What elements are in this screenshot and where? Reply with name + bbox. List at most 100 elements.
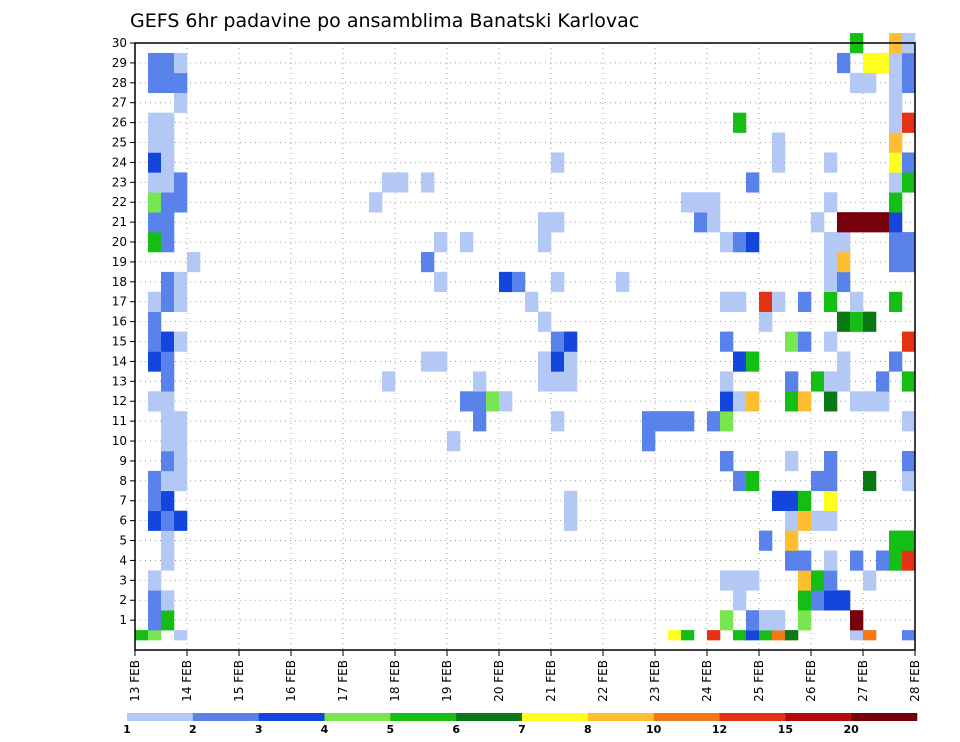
heatmap-cell xyxy=(161,490,175,511)
heatmap-cell xyxy=(564,351,578,372)
heatmap-cell xyxy=(473,391,487,412)
heatmap-cell xyxy=(161,470,175,492)
legend-swatch xyxy=(324,713,391,721)
heatmap-cell xyxy=(161,232,175,253)
heatmap-cell xyxy=(668,411,682,432)
heatmap-cell xyxy=(447,431,461,452)
heatmap-cell xyxy=(161,590,175,611)
heatmap-cell xyxy=(889,212,903,233)
heatmap-cell xyxy=(889,251,903,273)
heatmap-cell xyxy=(174,431,188,452)
heatmap-cell xyxy=(811,371,825,392)
heatmap-cell xyxy=(460,391,474,412)
legend-swatch xyxy=(653,713,720,721)
heatmap-cell xyxy=(824,590,838,611)
heatmap-cell xyxy=(837,52,851,74)
heatmap-cell xyxy=(564,371,578,392)
heatmap-cell xyxy=(551,271,565,293)
legend-swatch xyxy=(456,713,523,721)
heatmap-cell xyxy=(837,590,851,611)
heatmap-cell xyxy=(161,192,175,213)
heatmap-cell xyxy=(811,590,825,611)
heatmap-cell xyxy=(850,291,864,312)
heatmap-cell xyxy=(889,192,903,213)
heatmap-cell xyxy=(174,172,188,193)
heatmap-cell xyxy=(395,172,409,193)
heatmap-cell xyxy=(889,550,903,571)
heatmap-cell xyxy=(902,172,916,193)
heatmap-cell xyxy=(902,550,916,571)
heatmap-cell xyxy=(551,212,565,233)
heatmap-cell xyxy=(161,112,175,133)
heatmap-cell xyxy=(863,391,877,412)
x-tick-label: 17 FEB xyxy=(336,660,350,702)
heatmap-cell xyxy=(161,510,175,531)
x-tick-label: 28 FEB xyxy=(908,660,922,702)
heatmap-cell xyxy=(148,72,162,94)
y-tick-label: 6 xyxy=(119,514,127,528)
heatmap-cell xyxy=(148,490,162,511)
heatmap-cell xyxy=(759,630,773,641)
heatmap-cell xyxy=(733,570,747,591)
heatmap-cell xyxy=(863,570,877,591)
heatmap-cell xyxy=(902,411,916,432)
heatmap-cell xyxy=(889,291,903,312)
grid-lines xyxy=(135,42,915,650)
heatmap-cell xyxy=(772,291,786,312)
y-tick-label: 19 xyxy=(112,255,127,269)
y-tick-label: 9 xyxy=(119,454,127,468)
heatmap-cell xyxy=(889,112,903,133)
heatmap-cell xyxy=(694,192,708,213)
heatmap-cell xyxy=(174,470,188,492)
heatmap-cell xyxy=(902,251,916,273)
heatmap-cell xyxy=(460,232,474,253)
heatmap-cell xyxy=(889,52,903,74)
heatmap-cell xyxy=(837,212,851,233)
y-tick-label: 14 xyxy=(112,354,127,368)
heatmap-cell xyxy=(837,251,851,273)
heatmap-cell xyxy=(720,391,734,412)
heatmap-cell xyxy=(850,630,864,641)
heatmap-cell xyxy=(798,550,812,571)
heatmap-cell xyxy=(148,132,162,153)
plot-frame xyxy=(134,42,916,651)
y-tick-label: 24 xyxy=(112,155,127,169)
heatmap-cell xyxy=(174,510,188,531)
y-tick-label: 15 xyxy=(112,335,127,349)
heatmap-cell xyxy=(161,271,175,293)
legend-label: 6 xyxy=(452,723,460,736)
heatmap-cell xyxy=(473,411,487,432)
legend-label: 12 xyxy=(712,723,727,736)
heatmap-cell xyxy=(876,371,890,392)
heatmap-cell xyxy=(863,72,877,94)
heatmap-cell xyxy=(772,132,786,153)
heatmap-cell xyxy=(824,470,838,492)
heatmap-cell xyxy=(655,411,669,432)
y-tick-label: 28 xyxy=(112,76,127,90)
x-tick-label: 14 FEB xyxy=(180,660,194,702)
heatmap-cell xyxy=(174,192,188,213)
heatmap-cell xyxy=(382,172,396,193)
heatmap-cell xyxy=(889,530,903,551)
heatmap-cell xyxy=(902,112,916,133)
heatmap-cell xyxy=(720,570,734,591)
y-axis: 1234567891011121314151617181920212223242… xyxy=(112,36,135,627)
heatmap-cell xyxy=(720,291,734,312)
heatmap-cell xyxy=(837,232,851,253)
heatmap-cell xyxy=(148,192,162,213)
legend-swatch xyxy=(522,713,589,721)
heatmap-cell xyxy=(148,630,162,641)
heatmap-cell xyxy=(161,411,175,432)
heatmap-cell xyxy=(850,311,864,332)
heatmap-cell xyxy=(174,450,188,472)
x-tick-label: 24 FEB xyxy=(700,660,714,702)
x-tick-label: 15 FEB xyxy=(232,660,246,702)
heatmap-cell xyxy=(759,311,773,332)
heatmap-cell xyxy=(148,590,162,611)
heatmap-cell xyxy=(512,271,526,293)
y-tick-label: 12 xyxy=(112,394,127,408)
y-tick-label: 18 xyxy=(112,275,127,289)
heatmap-cell xyxy=(148,212,162,233)
heatmap-cell xyxy=(161,331,175,352)
heatmap-cell xyxy=(863,212,877,233)
